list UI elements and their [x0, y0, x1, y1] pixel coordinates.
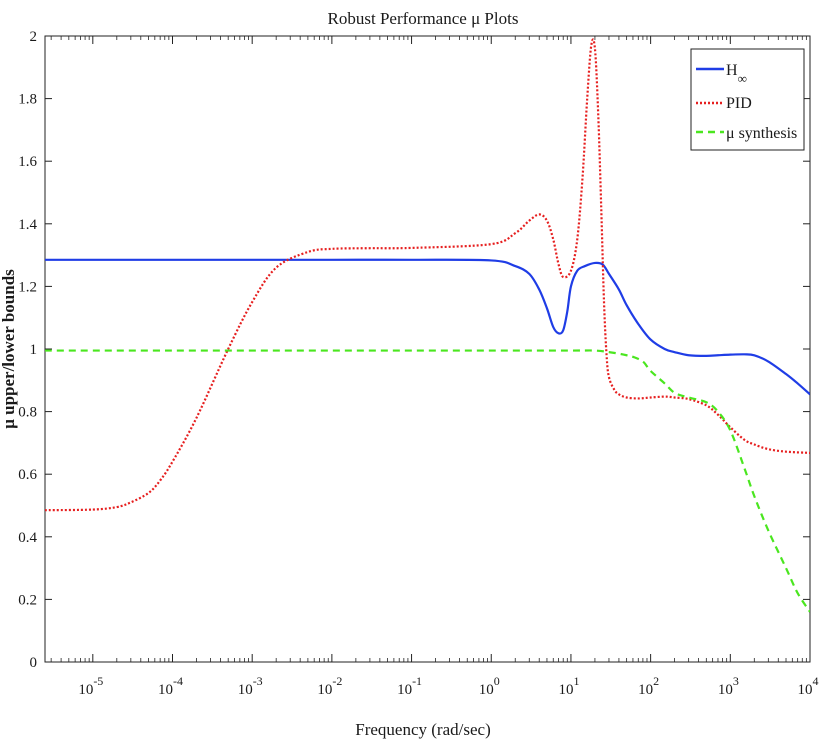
- x-tick-label: 103: [718, 674, 739, 698]
- x-tick-label: 100: [479, 674, 500, 698]
- chart-title: Robust Performance μ Plots: [328, 9, 519, 28]
- x-tick-label: 10-4: [158, 674, 183, 698]
- series-line-0: [45, 258, 810, 396]
- y-tick-label: 0.2: [18, 592, 37, 608]
- x-tick-label: 10-2: [317, 674, 342, 698]
- y-tick-label: 1.2: [18, 279, 37, 295]
- series-line-2: [45, 349, 810, 613]
- legend-label-hinf-sub: ∞: [738, 71, 747, 86]
- y-tick-label: 0.4: [18, 530, 37, 546]
- x-ticks: 10-5 10-4 10-3 10-2 10-1 100 101 102 103 104: [78, 36, 819, 698]
- y-tick-label: 0.6: [18, 467, 37, 483]
- x-axis-label: Frequency (rad/sec): [355, 720, 490, 739]
- y-tick-label: 0: [30, 655, 38, 671]
- y-tick-label: 1.4: [18, 217, 37, 233]
- y-tick-label: 1.6: [18, 154, 37, 170]
- minor-ticks: [50, 36, 807, 662]
- series-layer: [45, 38, 810, 613]
- legend-label-pid: PID: [726, 95, 752, 112]
- x-tick-label: 10-1: [397, 674, 422, 698]
- legend-label-hinf-main: H: [726, 62, 738, 79]
- x-tick-label: 10-5: [78, 674, 103, 698]
- x-tick-label: 102: [638, 674, 659, 698]
- legend-label-hinf: H∞: [726, 62, 747, 86]
- y-tick-label: 1.8: [18, 92, 37, 108]
- y-tick-label: 1: [30, 342, 38, 358]
- x-tick-label: 10-3: [238, 674, 263, 698]
- y-axis-label: μ upper/lower bounds: [0, 269, 18, 429]
- x-tick-label: 104: [798, 674, 819, 698]
- y-tick-label: 0.8: [18, 405, 37, 421]
- y-ticks: 0 0.2 0.4 0.6 0.8 1 1.2 1.4 1.6 1.8 2: [18, 29, 810, 671]
- legend-label-mu: μ synthesis: [726, 125, 797, 142]
- x-tick-label: 101: [558, 674, 579, 698]
- legend: H∞ PID μ synthesis: [690, 48, 805, 151]
- y-tick-label: 2: [30, 29, 38, 45]
